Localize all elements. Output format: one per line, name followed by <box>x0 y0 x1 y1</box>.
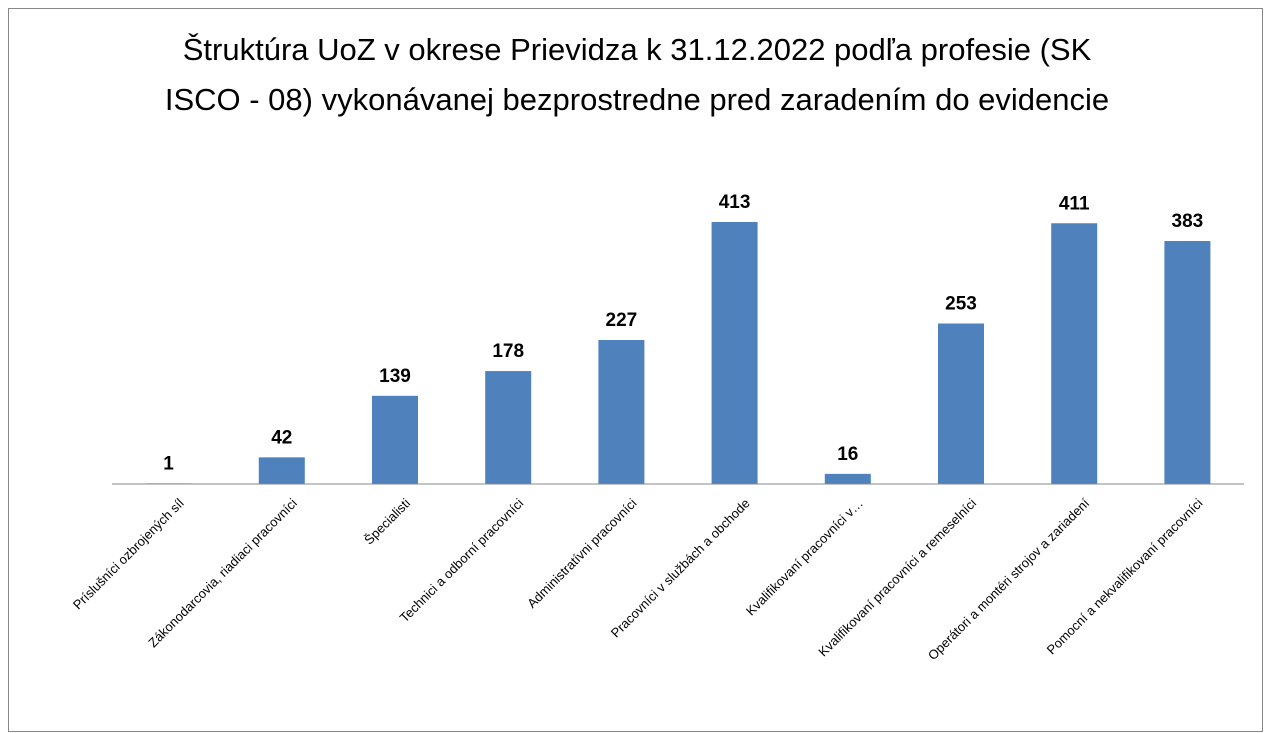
x-tick-label: Technici a odborní pracovníci <box>397 495 527 625</box>
data-label: 16 <box>837 444 858 465</box>
data-label: 413 <box>719 192 751 213</box>
bar <box>372 395 418 484</box>
chart-title: Štruktúra UoZ v okrese Prievidza k 31.12… <box>164 32 1110 117</box>
data-label: 383 <box>1172 211 1204 232</box>
x-tick-label: Kvalifikovaní pracovníci v… <box>743 496 866 619</box>
bar <box>1051 223 1098 484</box>
bar <box>258 457 305 484</box>
bar <box>938 323 984 484</box>
chart-frame <box>8 8 1263 732</box>
bar <box>1164 241 1211 484</box>
data-label: 1 <box>163 453 174 474</box>
data-label: 227 <box>606 310 638 331</box>
x-tick-label: Pracovníci v službách a obchode <box>608 496 753 641</box>
x-tick-label: Špecialisti <box>361 495 413 547</box>
data-label: 411 <box>1059 193 1090 214</box>
data-label: 178 <box>492 341 524 362</box>
x-tick-label: Administratívni pracovníci <box>524 495 639 610</box>
x-tick-label: Príslušníci ozbrojených síl <box>70 495 187 612</box>
bar <box>824 473 871 484</box>
bar <box>711 222 758 484</box>
bar <box>485 371 532 484</box>
bar <box>598 339 645 484</box>
data-label: 139 <box>379 366 411 387</box>
data-label: 253 <box>945 294 977 315</box>
data-label: 42 <box>271 427 292 448</box>
